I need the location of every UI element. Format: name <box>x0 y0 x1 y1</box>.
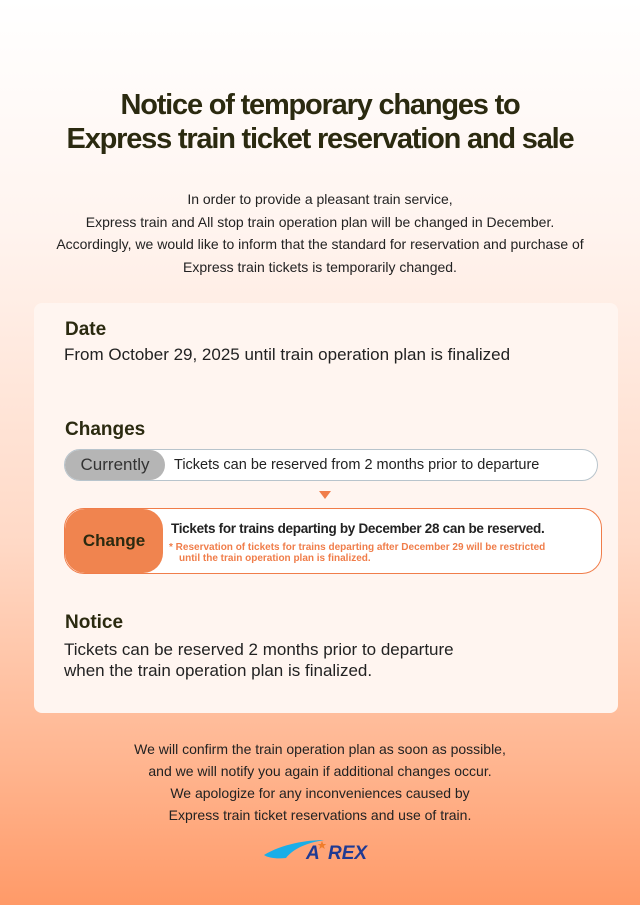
intro-line: Express train tickets is temporarily cha… <box>183 258 457 275</box>
changes-heading: Changes <box>65 419 146 440</box>
date-heading: Date <box>65 319 107 340</box>
footer-line: Express train ticket reservations and us… <box>168 807 472 823</box>
note-line: * Reservation of tickets for trains depa… <box>169 542 546 553</box>
notice-card: Date From October 29, 2025 until train o… <box>34 303 618 713</box>
change-note: * Reservation of tickets for trains depa… <box>169 542 545 564</box>
current-text: Tickets can be reserved from 2 months pr… <box>174 457 540 473</box>
date-text: From October 29, 2025 until train operat… <box>64 345 511 364</box>
change-label: Change <box>65 509 163 573</box>
intro-text: In order to provide a pleasant train ser… <box>0 188 640 278</box>
logo-swoosh <box>264 840 324 859</box>
notice-heading: Notice <box>65 612 124 633</box>
footer-text: We will confirm the train operation plan… <box>0 738 640 826</box>
title-line: Express train ticket reservation and sal… <box>66 123 575 155</box>
intro-line: In order to provide a pleasant train ser… <box>187 191 453 207</box>
footer-line: We will confirm the train operation plan… <box>134 741 506 757</box>
logo-text: A REX <box>305 843 368 864</box>
intro-line: Express train and All stop train operati… <box>85 213 555 230</box>
notice-line: when the train operation plan is finaliz… <box>64 661 373 680</box>
change-row: Change Tickets for trains departing by D… <box>64 508 602 574</box>
notice-text: Tickets can be reserved 2 months prior t… <box>64 639 454 681</box>
current-label: Currently <box>65 450 165 480</box>
footer-line: We apologize for any inconveniences caus… <box>170 785 470 801</box>
page-title: Notice of temporary changes to Express t… <box>0 88 640 156</box>
note-line: until the train operation plan is finali… <box>179 553 371 564</box>
intro-line: Accordingly, we would like to inform tha… <box>56 236 584 252</box>
arrow-down-icon <box>319 491 331 499</box>
change-text: Tickets for trains departing by December… <box>171 521 545 536</box>
arex-logo: A REX <box>264 840 368 864</box>
star-icon <box>317 841 327 849</box>
notice-line: Tickets can be reserved 2 months prior t… <box>64 640 454 659</box>
footer-line: and we will notify you again if addition… <box>148 763 492 779</box>
current-row: Currently Tickets can be reserved from 2… <box>64 449 598 481</box>
title-line: Notice of temporary changes to <box>120 89 520 121</box>
